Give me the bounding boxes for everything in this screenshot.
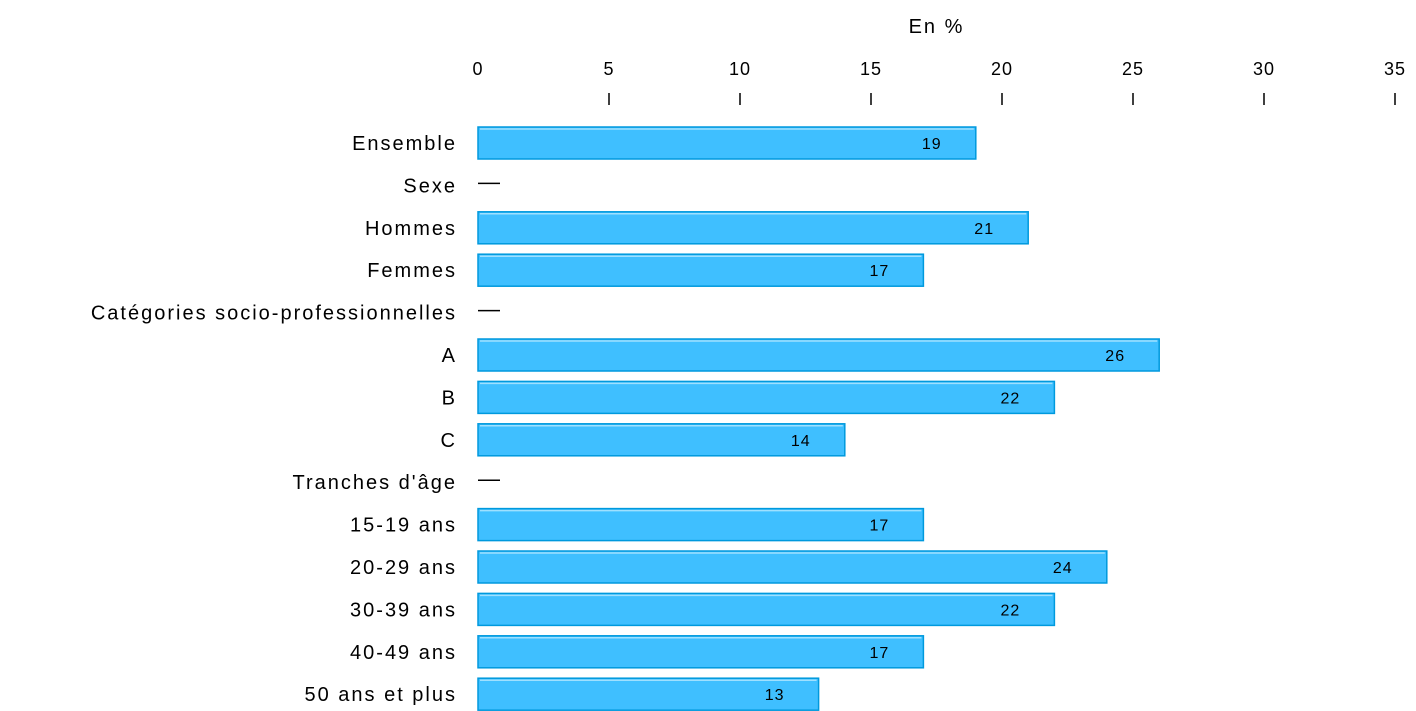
bar (477, 423, 846, 457)
x-tick-label: 20 (991, 59, 1013, 79)
data-label: 22 (1001, 602, 1021, 619)
data-label: 17 (870, 263, 890, 280)
bar (477, 380, 1056, 415)
data-label: 13 (765, 687, 785, 704)
bar (477, 211, 1029, 245)
bar (477, 507, 925, 542)
category-label: 20-29 ans (350, 557, 457, 579)
bar (477, 338, 1160, 372)
data-label: 24 (1053, 560, 1073, 577)
category-label: 15-19 ans (350, 515, 457, 537)
bar (477, 253, 925, 287)
category-label: Tranches d'âge (293, 472, 458, 494)
data-label: 22 (1001, 390, 1021, 407)
data-label: 26 (1105, 348, 1125, 365)
category-label: B (442, 387, 457, 409)
x-tick-label: 30 (1253, 59, 1275, 79)
category-label: Femmes (367, 260, 457, 282)
x-axis-title: En % (909, 16, 965, 38)
bar (477, 550, 1108, 584)
x-tick-label: 35 (1384, 59, 1406, 79)
x-tick-label: 15 (860, 59, 882, 79)
data-label: 17 (870, 518, 890, 535)
category-label: C (441, 430, 457, 452)
bars-group: Ensemble 19 Sexe Hommes 21 Femmes 17 Catégories… (91, 126, 1160, 711)
category-label: Sexe (403, 175, 457, 197)
category-label: Ensemble (352, 133, 457, 155)
bar (477, 635, 925, 669)
category-label: Hommes (365, 218, 457, 240)
x-axis: 0 5 10 15 20 25 30 35 (472, 59, 1406, 105)
x-tick-label: 5 (603, 59, 614, 79)
bar (477, 677, 820, 711)
category-label: 40-49 ans (350, 642, 457, 664)
bar (477, 126, 977, 160)
category-label: Catégories socio-professionnelles (91, 303, 457, 325)
bar (477, 592, 1056, 627)
data-label: 21 (974, 221, 994, 238)
x-tick-label: 0 (472, 59, 483, 79)
category-label: A (442, 345, 457, 367)
data-label: 14 (791, 433, 811, 450)
x-tick-label: 25 (1122, 59, 1144, 79)
x-tick-label: 10 (729, 59, 751, 79)
data-label: 17 (870, 645, 890, 662)
category-label: 50 ans et plus (304, 684, 457, 706)
data-label: 19 (922, 136, 942, 153)
category-label: 30-39 ans (350, 599, 457, 621)
